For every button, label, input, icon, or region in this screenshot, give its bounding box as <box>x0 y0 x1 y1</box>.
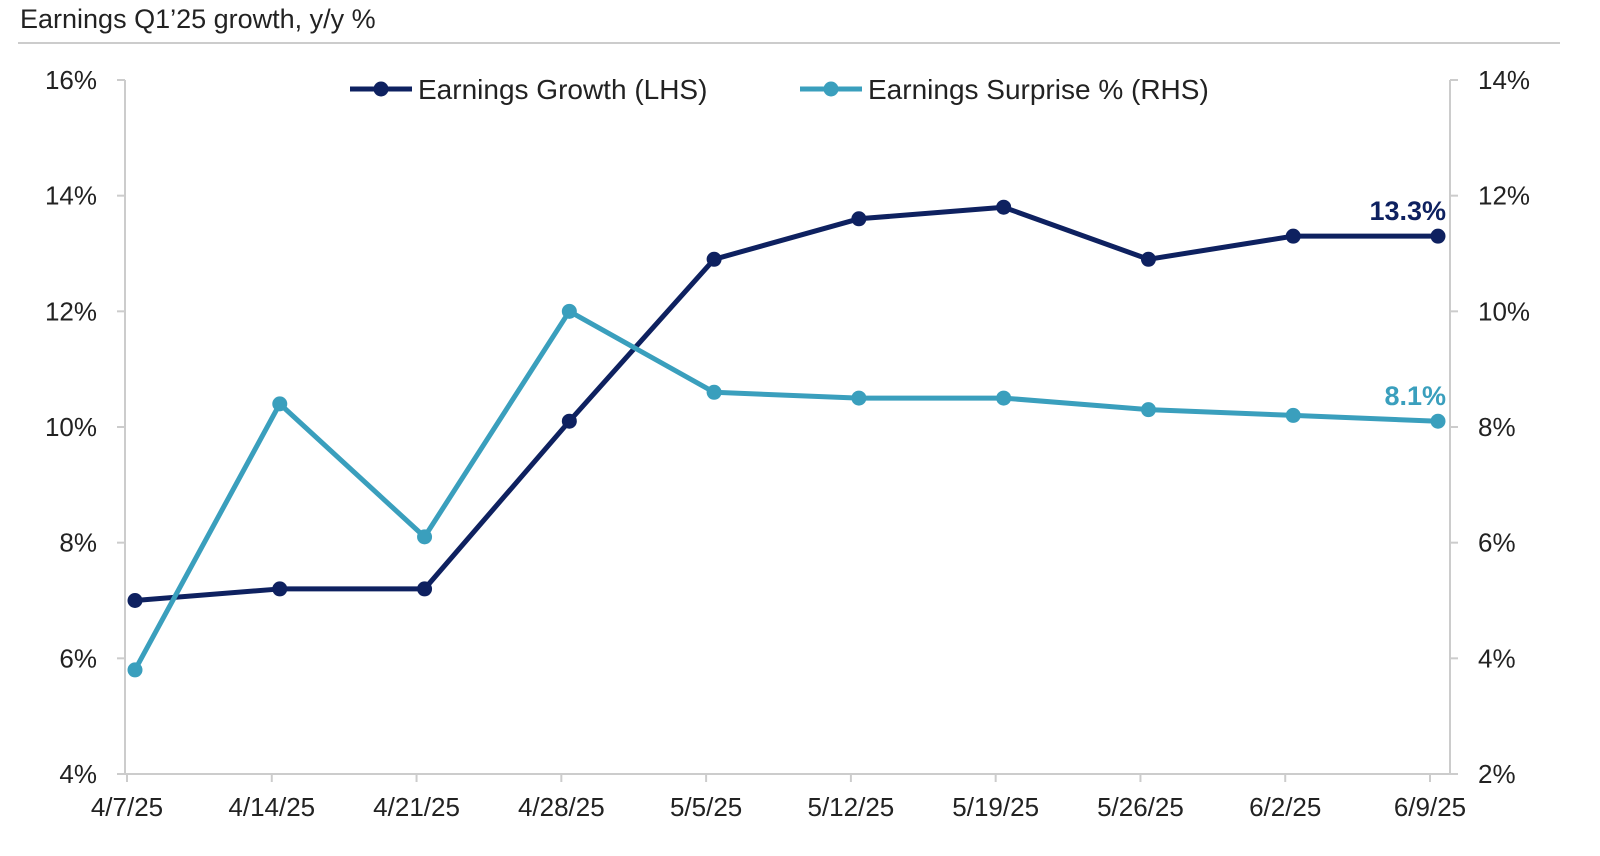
data-point <box>996 199 1012 215</box>
data-point <box>417 581 433 597</box>
x-tick-label: 4/7/25 <box>91 792 163 822</box>
data-point <box>127 662 143 678</box>
right-tick-label: 10% <box>1478 296 1530 326</box>
data-point <box>272 581 288 597</box>
x-tick-label: 4/14/25 <box>228 792 315 822</box>
legend-swatch-marker <box>823 81 839 97</box>
right-tick-label: 8% <box>1478 412 1516 442</box>
data-point <box>127 593 143 608</box>
left-tick-label: 8% <box>59 528 97 558</box>
data-point <box>1430 228 1446 244</box>
x-tick-label: 4/28/25 <box>518 792 605 822</box>
data-point <box>1285 228 1301 244</box>
x-tick-label: 6/2/25 <box>1249 792 1321 822</box>
x-tick-label: 6/9/25 <box>1394 792 1466 822</box>
right-tick-label: 12% <box>1478 181 1530 211</box>
data-point <box>272 396 288 412</box>
data-point <box>706 384 722 400</box>
data-point <box>1140 251 1156 267</box>
x-tick-label: 5/19/25 <box>952 792 1039 822</box>
series-line-1 <box>132 308 1439 672</box>
end-value-label: 8.1% <box>1384 381 1446 411</box>
chart-title: Earnings Q1’25 growth, y/y % <box>20 4 376 34</box>
x-tick-label: 5/5/25 <box>670 792 742 822</box>
data-point <box>706 251 722 267</box>
data-point <box>561 413 577 429</box>
x-tick-label: 5/26/25 <box>1097 792 1184 822</box>
left-tick-label: 12% <box>45 296 97 326</box>
left-tick-label: 16% <box>45 65 97 95</box>
left-tick-label: 14% <box>45 181 97 211</box>
left-tick-label: 4% <box>59 759 97 789</box>
data-point <box>1285 407 1301 423</box>
legend-label: Earnings Growth (LHS) <box>418 74 707 105</box>
title-divider <box>18 42 1560 44</box>
x-tick-label: 4/21/25 <box>373 792 460 822</box>
left-tick-label: 10% <box>45 412 97 442</box>
x-tick-label: 5/12/25 <box>808 792 895 822</box>
data-point <box>561 303 577 319</box>
data-point <box>851 390 867 406</box>
end-value-label: 13.3% <box>1369 196 1446 226</box>
data-point <box>1430 413 1446 429</box>
data-point <box>851 211 867 227</box>
right-tick-label: 2% <box>1478 759 1516 789</box>
series-line-0 <box>134 204 1438 603</box>
left-tick-label: 6% <box>59 643 97 673</box>
data-point <box>1140 402 1156 418</box>
right-tick-label: 14% <box>1478 65 1530 95</box>
right-tick-label: 4% <box>1478 643 1516 673</box>
legend-swatch-marker <box>373 81 389 97</box>
legend-label: Earnings Surprise % (RHS) <box>868 74 1209 105</box>
right-tick-label: 6% <box>1478 528 1516 558</box>
data-point <box>417 529 433 545</box>
data-point <box>996 390 1012 406</box>
